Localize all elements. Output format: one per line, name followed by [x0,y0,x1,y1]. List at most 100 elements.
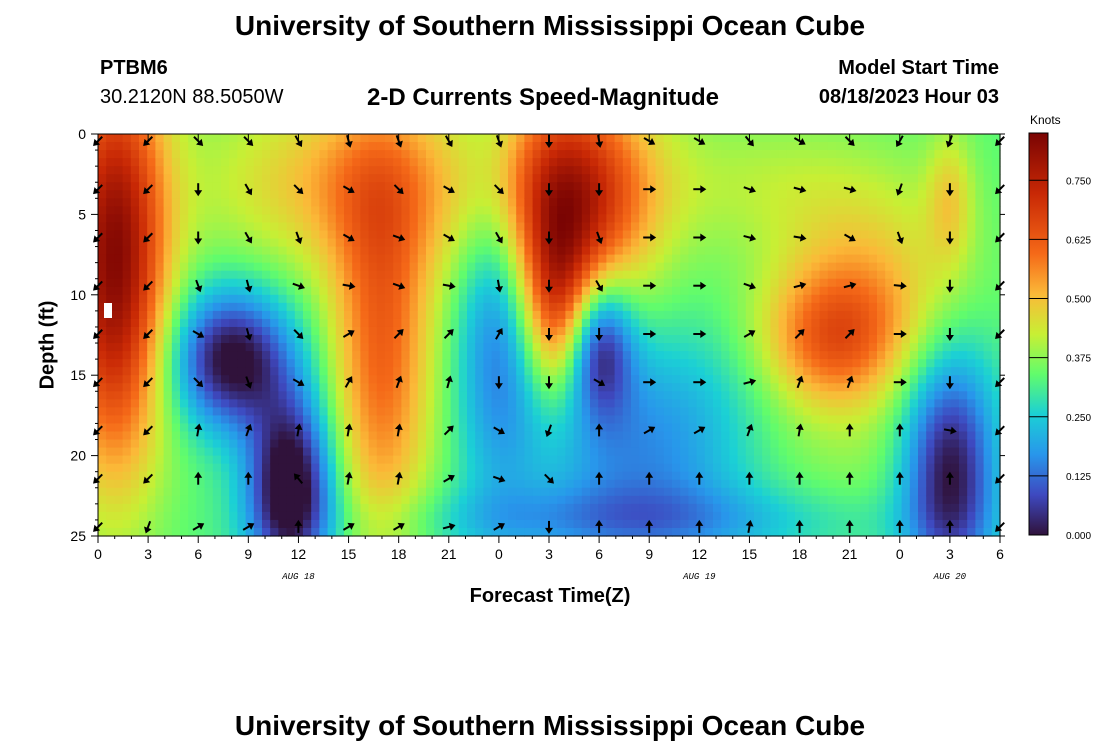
heatmap-cell [417,214,427,224]
heatmap-cell [130,503,140,513]
heatmap-cell [721,286,730,296]
heatmap-cell [106,391,115,400]
heatmap-cell [836,383,845,392]
heatmap-cell [852,471,862,481]
heatmap-cell [729,463,739,473]
heatmap-cell [253,270,263,280]
heatmap-cell [171,182,181,191]
heatmap-cell [795,206,804,215]
heatmap-cell [139,503,148,513]
heatmap-cell [672,286,681,296]
heatmap-cell [778,447,788,457]
heatmap-cell [606,383,616,392]
heatmap-cell [836,351,845,360]
heatmap-cell [188,367,197,376]
heatmap-cell [212,383,222,392]
heatmap-cell [393,278,402,288]
heatmap-cell [606,246,616,256]
heatmap-cell [737,214,747,224]
heatmap-cell [303,142,312,151]
heatmap-cell [237,286,247,296]
heatmap-cell [155,351,165,360]
heatmap-cell [262,310,271,320]
heatmap-cell [606,302,616,312]
heatmap-cell [409,206,419,215]
heatmap-cell [204,166,214,175]
heatmap-cell [467,511,476,521]
heatmap-cell [631,527,640,537]
heatmap-cell [409,318,419,328]
heatmap-cell [565,519,575,529]
heatmap-cell [622,455,632,465]
heatmap-cell [549,511,558,521]
heatmap-cell [368,407,378,416]
heatmap-cell [114,343,124,352]
heatmap-cell [237,455,247,465]
heatmap-cell [237,246,247,256]
heatmap-cell [171,359,181,368]
heatmap-cell [811,246,821,256]
heatmap-cell [253,278,263,288]
heatmap-cell [442,439,452,449]
heatmap-cell [147,286,156,296]
heatmap-cell [270,359,279,368]
heatmap-cell [532,503,542,513]
heatmap-cell [385,158,394,167]
heatmap-cell [827,439,837,449]
heatmap-cell [868,262,878,272]
heatmap-cell [901,246,911,256]
heatmap-cell [237,198,247,207]
heatmap-cell [770,455,780,465]
heatmap-cell [278,190,288,199]
heatmap-cell [606,278,616,288]
heatmap-cell [786,431,796,441]
heatmap-cell [278,158,288,167]
heatmap-cell [598,270,607,280]
heatmap-cell [106,335,115,344]
heatmap-cell [130,230,140,240]
heatmap-cell [188,463,197,473]
heatmap-cells [98,134,1001,537]
heatmap-cell [688,166,698,175]
heatmap-cell [885,270,894,280]
heatmap-cell [647,383,657,392]
heatmap-cell [327,351,337,360]
heatmap-cell [885,487,894,497]
heatmap-cell [885,310,894,320]
heatmap-cell [639,190,648,199]
heatmap-cell [327,527,337,537]
heatmap-cell [426,431,435,441]
heatmap-cell [655,294,665,304]
heatmap-cell [327,447,337,457]
heatmap-cell [581,190,591,199]
heatmap-cell [778,206,788,215]
heatmap-cell [319,310,329,320]
heatmap-cell [303,383,312,392]
heatmap-cell [188,511,197,521]
heatmap-cell [901,278,911,288]
heatmap-cell [581,463,591,473]
heatmap-cell [516,455,525,465]
heatmap-cell [704,142,714,151]
heatmap-cell [335,294,345,304]
heatmap-cell [557,158,566,167]
heatmap-cell [598,407,607,416]
heatmap-cell [672,375,681,384]
heatmap-cell [393,367,402,376]
heatmap-cell [770,174,780,183]
heatmap-cell [901,134,911,143]
heatmap-cell [114,214,124,224]
heatmap-cell [581,487,591,497]
heatmap-cell [614,302,624,312]
heatmap-cell [721,270,730,280]
heatmap-cell [868,302,878,312]
heatmap-cell [631,206,640,215]
heatmap-cell [713,479,722,489]
heatmap-cell [442,158,452,167]
heatmap-cell [868,222,878,232]
heatmap-cell [130,190,140,199]
heatmap-cell [467,174,476,183]
heatmap-cell [573,447,583,457]
heatmap-cell [860,455,870,465]
heatmap-cell [606,351,616,360]
